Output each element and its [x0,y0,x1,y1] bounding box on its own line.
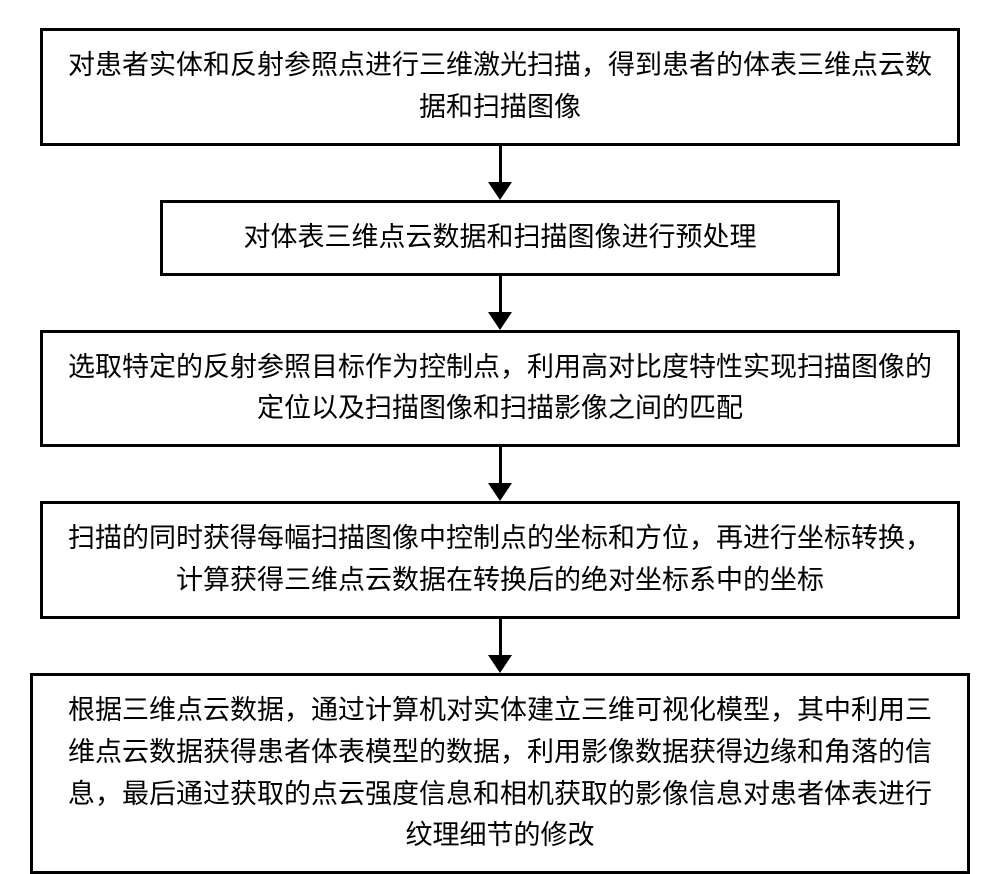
flow-step-2: 对体表三维点云数据和扫描图像进行预处理 [160,200,840,276]
flow-step-5-text: 根据三维点云数据，通过计算机对实体建立三维可视化模型，其中利用三维点云数据获得患… [57,690,943,857]
flow-step-3-text: 选取特定的反射参照目标作为控制点，利用高对比度特性实现扫描图像的定位以及扫描图像… [67,347,933,431]
flow-step-4-text: 扫描的同时获得每幅扫描图像中控制点的坐标和方位，再进行坐标转换，计算获得三维点云… [67,518,933,602]
flow-step-2-text: 对体表三维点云数据和扫描图像进行预处理 [244,217,757,259]
arrow-head-icon [488,483,512,501]
arrow-head-icon [488,655,512,673]
arrow-shaft [499,146,502,182]
flowchart-container: 对患者实体和反射参照点进行三维激光扫描，得到患者的体表三维点云数据和扫描图像 对… [0,28,1000,874]
arrow-1 [488,146,512,200]
arrow-shaft [499,447,502,483]
arrow-head-icon [488,312,512,330]
arrow-shaft [499,276,502,312]
arrow-head-icon [488,182,512,200]
flow-step-1: 对患者实体和反射参照点进行三维激光扫描，得到患者的体表三维点云数据和扫描图像 [40,28,960,146]
flow-step-4: 扫描的同时获得每幅扫描图像中控制点的坐标和方位，再进行坐标转换，计算获得三维点云… [40,501,960,619]
arrow-3 [488,447,512,501]
flow-step-1-text: 对患者实体和反射参照点进行三维激光扫描，得到患者的体表三维点云数据和扫描图像 [67,45,933,129]
arrow-4 [488,619,512,673]
arrow-2 [488,276,512,330]
arrow-shaft [499,619,502,655]
flow-step-3: 选取特定的反射参照目标作为控制点，利用高对比度特性实现扫描图像的定位以及扫描图像… [40,330,960,448]
flow-step-5: 根据三维点云数据，通过计算机对实体建立三维可视化模型，其中利用三维点云数据获得患… [30,673,970,874]
